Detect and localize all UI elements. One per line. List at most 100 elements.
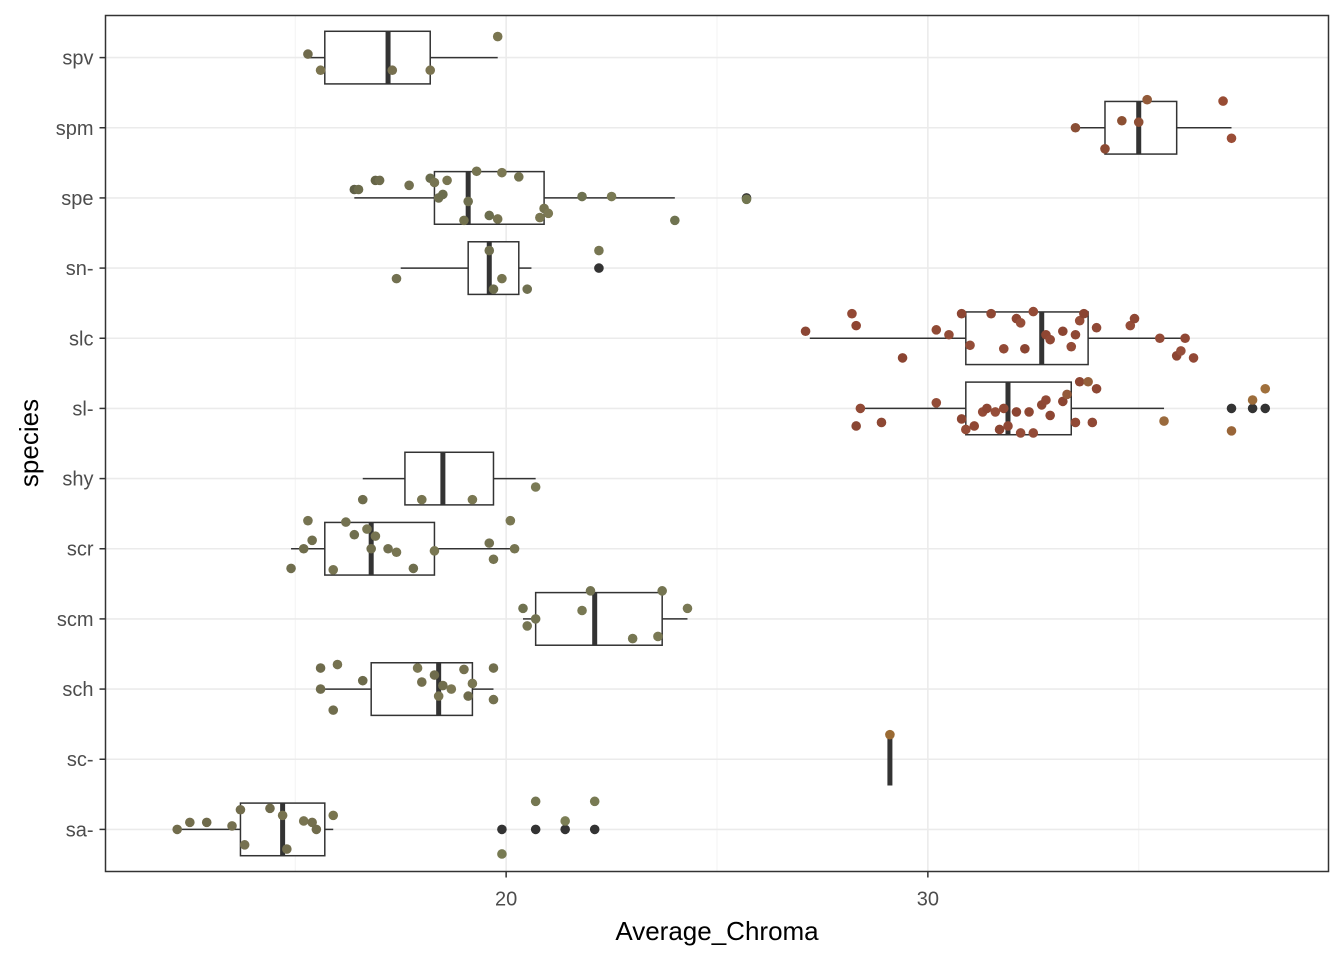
data-point — [307, 817, 317, 828]
data-point — [1028, 428, 1039, 438]
data-point — [328, 810, 339, 821]
outlier-point — [1260, 403, 1271, 414]
data-point — [357, 494, 368, 505]
data-point — [1045, 334, 1055, 345]
data-point — [429, 546, 440, 556]
data-point — [800, 326, 811, 337]
y-tick-label: shy — [62, 469, 93, 491]
data-point — [497, 167, 507, 178]
data-point — [1125, 320, 1136, 331]
data-point — [328, 705, 339, 715]
data-point — [471, 166, 482, 177]
data-point — [1028, 306, 1039, 317]
data-point — [1003, 421, 1013, 431]
x-tick-label: 20 — [495, 889, 517, 911]
box-spm — [1075, 100, 1232, 155]
data-point — [1091, 383, 1102, 394]
data-point — [497, 849, 507, 859]
data-point — [433, 691, 444, 701]
data-point — [518, 603, 528, 614]
data-point — [239, 840, 250, 850]
data-point — [522, 284, 533, 294]
data-point — [1155, 333, 1165, 344]
data-point — [1020, 343, 1030, 354]
data-point — [1045, 410, 1055, 421]
data-point — [370, 531, 381, 541]
data-point — [530, 614, 541, 624]
data-point — [606, 191, 617, 202]
data-point — [265, 803, 275, 814]
y-tick-label: sa- — [66, 819, 94, 841]
data-point — [1070, 417, 1081, 428]
data-point — [530, 796, 541, 807]
data-point — [505, 515, 516, 526]
data-point — [931, 325, 942, 335]
data-point — [543, 208, 554, 219]
data-point — [311, 824, 322, 835]
data-point — [513, 172, 524, 182]
data-point — [438, 189, 448, 200]
data-point — [1062, 389, 1072, 400]
data-point — [459, 215, 469, 226]
data-point — [303, 49, 313, 59]
data-point — [201, 817, 212, 828]
data-point — [227, 821, 237, 831]
data-point — [1091, 322, 1102, 333]
data-point — [391, 273, 402, 284]
data-point — [1015, 318, 1026, 328]
data-point — [577, 605, 587, 616]
y-tick-label: scm — [57, 609, 94, 631]
data-point — [535, 212, 545, 223]
outlier-point — [1247, 403, 1258, 414]
data-point — [332, 659, 343, 670]
data-point — [1188, 353, 1199, 363]
data-point — [1247, 395, 1258, 405]
data-point — [383, 543, 393, 554]
data-point — [851, 320, 861, 331]
data-point — [998, 403, 1009, 414]
data-point — [851, 421, 861, 431]
data-point — [986, 308, 996, 319]
data-point — [682, 603, 693, 614]
data-point — [307, 535, 317, 546]
box-shy — [362, 451, 536, 506]
y-tick-label: spm — [56, 118, 94, 140]
data-point — [408, 563, 419, 574]
data-point — [298, 543, 309, 554]
outlier-point — [560, 824, 570, 835]
box-iqr — [370, 662, 474, 717]
x-axis-title: Average_Chroma — [615, 916, 819, 946]
data-point — [627, 633, 638, 644]
data-point — [657, 586, 667, 596]
data-point — [1011, 407, 1022, 417]
y-tick-label: sch — [62, 679, 93, 701]
data-point — [353, 184, 364, 195]
data-point — [442, 175, 452, 186]
data-point — [1070, 329, 1081, 340]
box-iqr — [534, 591, 663, 646]
data-point — [653, 631, 663, 642]
data-point — [185, 817, 195, 828]
data-point — [961, 424, 971, 435]
data-point — [982, 403, 992, 414]
data-point — [1074, 315, 1085, 326]
data-point — [956, 308, 967, 319]
data-point — [1041, 395, 1051, 405]
data-point — [1226, 133, 1237, 144]
y-tick-label: scr — [67, 539, 94, 561]
data-point — [315, 663, 326, 673]
point-layer — [172, 31, 1271, 859]
data-point — [488, 663, 499, 673]
y-tick-label: spe — [61, 188, 93, 210]
data-point — [944, 329, 954, 340]
data-point — [594, 245, 604, 256]
data-point — [1133, 117, 1144, 127]
data-point — [429, 670, 440, 680]
data-point — [855, 403, 866, 414]
data-point — [897, 353, 908, 363]
data-point — [463, 196, 473, 207]
data-point — [1260, 383, 1271, 394]
box-layer — [177, 30, 1271, 857]
data-point — [1218, 96, 1228, 106]
data-point — [885, 729, 895, 740]
